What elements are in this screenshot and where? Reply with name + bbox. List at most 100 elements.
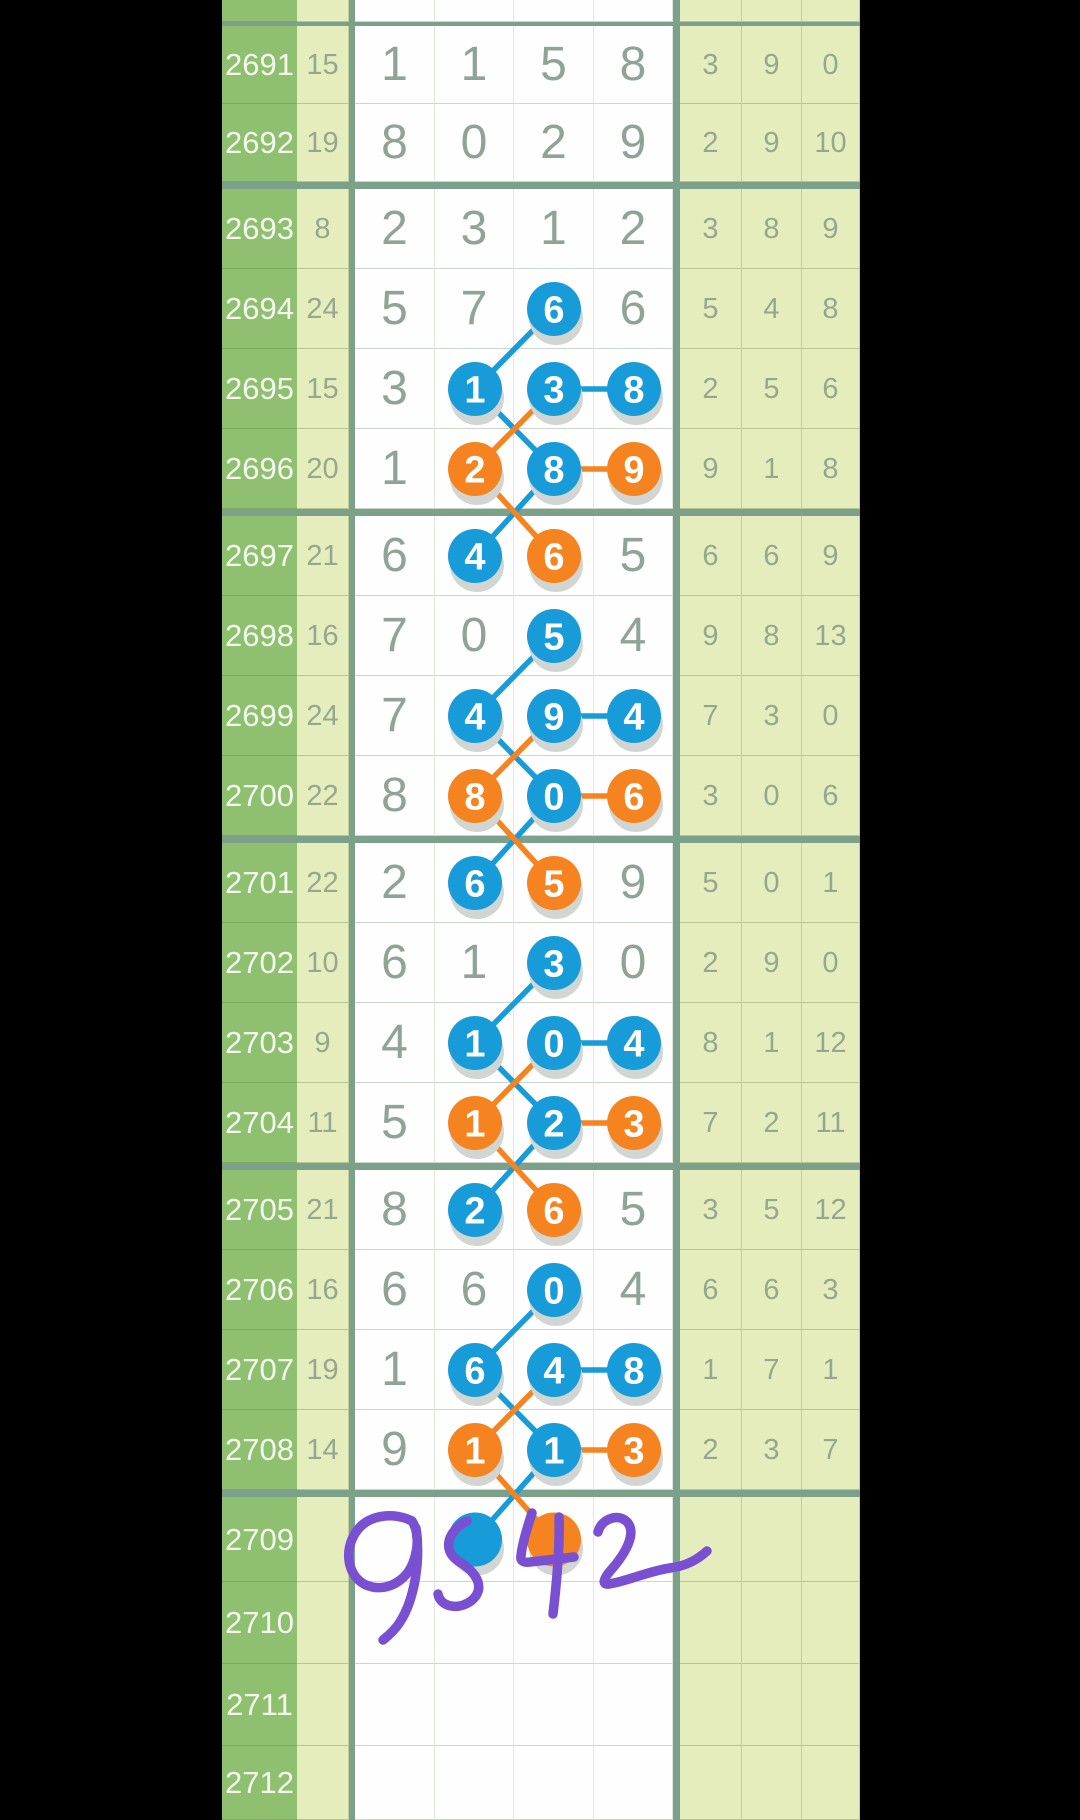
digit-cell bbox=[594, 1664, 673, 1746]
period-cell[interactable]: 2697 bbox=[222, 516, 297, 596]
digit-cell bbox=[514, 756, 594, 836]
stat-cell bbox=[680, 1746, 742, 1820]
stat-cell-text: 3 bbox=[702, 213, 719, 245]
stat-cell bbox=[802, 1664, 860, 1746]
digit-cell: 7 bbox=[435, 269, 514, 349]
stat-cell bbox=[802, 1497, 860, 1582]
digit-cell: 5 bbox=[355, 269, 435, 349]
digit-cell-text: 9 bbox=[619, 856, 647, 909]
period-cell[interactable]: 2698 bbox=[222, 596, 297, 676]
period-cell[interactable]: 2699 bbox=[222, 676, 297, 756]
period-cell[interactable]: 2707 bbox=[222, 1330, 297, 1410]
period-cell[interactable]: 2709 bbox=[222, 1497, 297, 1582]
sum-cell-text: 15 bbox=[306, 49, 339, 81]
stat-cell-text: 5 bbox=[702, 867, 719, 899]
digit-cell: 1 bbox=[355, 26, 435, 104]
period-cell[interactable]: 2708 bbox=[222, 1410, 297, 1490]
period-cell[interactable]: 2706 bbox=[222, 1250, 297, 1330]
sum-cell bbox=[297, 1497, 349, 1582]
digit-cell bbox=[594, 0, 673, 22]
digit-cell: 8 bbox=[355, 1170, 435, 1250]
sum-cell-text: 9 bbox=[314, 1027, 331, 1059]
digit-cell bbox=[355, 1582, 435, 1664]
stat-cell: 8 bbox=[742, 596, 802, 676]
digit-cell-text: 1 bbox=[460, 936, 488, 989]
digit-cell: 0 bbox=[594, 923, 673, 1003]
group-separator bbox=[222, 1163, 860, 1170]
digit-cell-text: 8 bbox=[381, 116, 408, 169]
stat-cell-text: 6 bbox=[822, 373, 839, 405]
period-cell[interactable]: 2704 bbox=[222, 1083, 297, 1163]
digit-cell-text: 6 bbox=[381, 936, 408, 989]
digit-cell bbox=[514, 676, 594, 756]
sum-cell-text: 11 bbox=[307, 1107, 338, 1139]
stat-cell-text: 9 bbox=[822, 540, 839, 572]
group-separator bbox=[222, 182, 860, 189]
stat-cell bbox=[680, 1664, 742, 1746]
digit-cell-text: 7 bbox=[381, 609, 408, 662]
digit-cell bbox=[355, 1664, 435, 1746]
digit-cell bbox=[514, 923, 594, 1003]
stat-cell-text: 3 bbox=[763, 700, 780, 732]
stat-cell: 4 bbox=[742, 269, 802, 349]
digit-cell-text: 0 bbox=[619, 936, 647, 989]
period-cell[interactable]: 2696 bbox=[222, 429, 297, 509]
period-cell-text: 2696 bbox=[225, 451, 294, 486]
period-cell[interactable]: 2705 bbox=[222, 1170, 297, 1250]
digit-cell bbox=[514, 349, 594, 429]
digit-cell: 6 bbox=[355, 1250, 435, 1330]
period-cell-text: 2701 bbox=[225, 865, 294, 900]
digit-cell-text: 4 bbox=[619, 609, 647, 662]
sum-cell bbox=[297, 1582, 349, 1664]
digit-cell bbox=[514, 516, 594, 596]
stat-cell: 1 bbox=[742, 429, 802, 509]
period-cell[interactable]: 2695 bbox=[222, 349, 297, 429]
sum-cell: 9 bbox=[297, 1003, 349, 1083]
period-cell[interactable]: 2703 bbox=[222, 1003, 297, 1083]
stat-cell-text: 2 bbox=[763, 1107, 780, 1139]
stat-cell bbox=[802, 1582, 860, 1664]
digit-cell: 2 bbox=[355, 189, 435, 269]
sum-cell: 14 bbox=[297, 1410, 349, 1490]
period-cell[interactable]: 2693 bbox=[222, 189, 297, 269]
period-cell[interactable]: 2712 bbox=[222, 1746, 297, 1820]
digit-cell: 5 bbox=[594, 516, 673, 596]
period-cell[interactable]: 2701 bbox=[222, 843, 297, 923]
digit-cell-text: 5 bbox=[381, 282, 408, 335]
digit-cell bbox=[514, 843, 594, 923]
digit-cell: 0 bbox=[435, 104, 514, 182]
period-cell[interactable]: 2691 bbox=[222, 26, 297, 104]
digit-cell: 4 bbox=[594, 1250, 673, 1330]
period-cell[interactable]: 2692 bbox=[222, 104, 297, 182]
stat-cell bbox=[742, 0, 802, 22]
stat-cell-text: 0 bbox=[763, 780, 780, 812]
sum-cell bbox=[297, 0, 349, 22]
stat-cell: 9 bbox=[742, 26, 802, 104]
sum-cell-text: 19 bbox=[306, 1354, 339, 1386]
stat-cell: 1 bbox=[742, 1003, 802, 1083]
digit-cell bbox=[594, 676, 673, 756]
sum-cell: 11 bbox=[297, 1083, 349, 1163]
period-cell-text: 2697 bbox=[225, 538, 294, 573]
stat-cell: 8 bbox=[742, 189, 802, 269]
period-cell-text: 2693 bbox=[225, 211, 294, 246]
period-cell[interactable]: 2711 bbox=[222, 1664, 297, 1746]
digit-cell-text: 2 bbox=[619, 202, 647, 255]
period-cell[interactable]: 2710 bbox=[222, 1582, 297, 1664]
stat-cell-text: 0 bbox=[822, 700, 839, 732]
sum-cell-text: 16 bbox=[306, 620, 339, 652]
period-cell[interactable]: 2702 bbox=[222, 923, 297, 1003]
sum-cell-text: 22 bbox=[306, 780, 339, 812]
digit-cell-text: 8 bbox=[381, 1183, 408, 1236]
period-cell-text: 2694 bbox=[225, 291, 294, 326]
period-cell[interactable]: 2700 bbox=[222, 756, 297, 836]
stat-cell: 7 bbox=[680, 1083, 742, 1163]
period-cell-text: 2703 bbox=[225, 1025, 294, 1060]
period-cell[interactable]: 2694 bbox=[222, 269, 297, 349]
digit-cell bbox=[514, 0, 594, 22]
stat-cell: 7 bbox=[742, 1330, 802, 1410]
stat-cell-text: 5 bbox=[763, 1194, 780, 1226]
column-separator bbox=[673, 0, 680, 1820]
stat-cell-text: 12 bbox=[814, 1027, 847, 1059]
stat-cell-text: 5 bbox=[702, 293, 719, 325]
